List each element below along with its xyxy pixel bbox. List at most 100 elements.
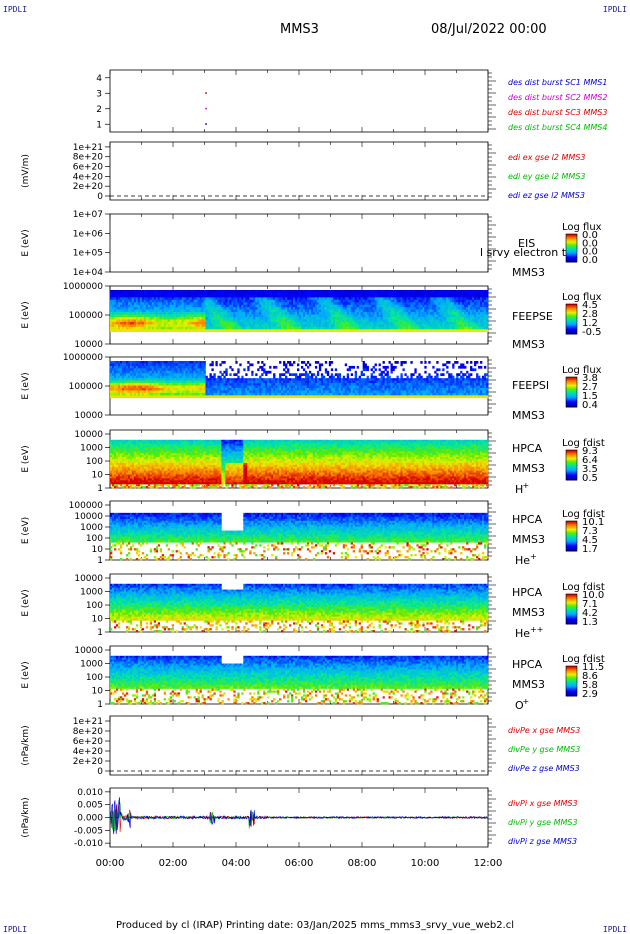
burst-panel-legend-3: des dist burst SC4 MMS4 — [508, 123, 607, 132]
hpca-h-panel-heatmap — [110, 440, 488, 489]
divpi-panel-xtick-2: 04:00 — [222, 858, 251, 869]
hpca-he2-panel-ylabel: E (eV) — [21, 589, 31, 616]
divpi-panel-xtick-3: 06:00 — [285, 858, 314, 869]
hpca-he2-panel-label-sc: MMS3 — [512, 606, 545, 619]
hpca-he1-panel-heatmap — [110, 513, 488, 560]
feepsi-panel-ylabel: E (eV) — [21, 372, 31, 399]
divpi-panel-xtick-4: 08:00 — [348, 858, 377, 869]
hpca-he2-panel-ytick-3: 10 — [92, 615, 104, 625]
hpca-he1-panel-colorbar-tick-3: 1.7 — [582, 544, 598, 555]
burst-panel-point-1 — [205, 108, 207, 110]
divpi-panel-legend-1: divPi y gse MMS3 — [508, 818, 578, 827]
feepse-panel-ytick-0: 1000000 — [63, 282, 103, 292]
divpi-panel-ytick-0: 0.010 — [77, 788, 103, 798]
hpca-h-panel-ylabel: E (eV) — [21, 445, 31, 472]
feepsi-panel-colorbar-tick-3: 0.4 — [582, 400, 598, 411]
divpi-panel-ytick-3: -0.005 — [74, 826, 103, 836]
feepse-panel-ytick-2: 10000 — [74, 340, 103, 350]
eis-panel-overlay-text: l srvy electron to — [480, 246, 573, 259]
feepsi-panel-label-sc: MMS3 — [512, 409, 545, 422]
hpca-he2-panel-heatmap — [110, 584, 488, 633]
feepse-panel-ylabel: E (eV) — [21, 301, 31, 328]
burst-panel-legend-0: des dist burst SC1 MMS1 — [508, 78, 607, 87]
divpi-panel-legend-0: divPi x gse MMS3 — [508, 799, 578, 808]
hpca-h-panel-ytick-2: 100 — [86, 457, 103, 467]
hpca-he2-panel-colorbar-tick-3: 1.3 — [582, 617, 598, 628]
eis-panel-ytick-2: 1e+05 — [73, 249, 103, 259]
hpca-o-panel-ylabel: E (eV) — [21, 661, 31, 688]
edi-panel-frame — [110, 142, 488, 200]
eis-panel-ytick-0: 1e+07 — [73, 210, 103, 220]
edi-panel-right-ticks — [110, 142, 496, 200]
divpe-panel-right-ticks — [110, 716, 496, 775]
hpca-o-panel-ytick-2: 100 — [86, 673, 103, 683]
hpca-o-panel-label-sc: MMS3 — [512, 678, 545, 691]
divpi-panel-ytick-1: 0.005 — [77, 801, 103, 811]
edi-panel-ylabel: (mV/m) — [21, 154, 31, 188]
eis-panel-ytick-3: 1e+04 — [73, 268, 104, 278]
hpca-he1-panel-ytick-2: 1000 — [80, 523, 103, 533]
hpca-o-panel-ytick-4: 1 — [97, 700, 103, 710]
hpca-o-panel-ytick-0: 10000 — [74, 646, 103, 656]
divpi-panel-xtick-1: 02:00 — [159, 858, 188, 869]
hpca-he1-panel-ytick-4: 10 — [92, 545, 104, 555]
hpca-h-panel-ytick-0: 10000 — [74, 430, 103, 440]
hpca-h-panel-label-instrument: HPCA — [512, 442, 543, 455]
burst-panel-point-2 — [205, 123, 207, 125]
eis-panel-frame — [110, 214, 488, 272]
hpca-he1-panel-ytick-3: 100 — [86, 534, 103, 544]
burst-panel-frame — [110, 70, 488, 132]
feepse-panel-label-sc: MMS3 — [512, 338, 545, 351]
feepsi-panel-ytick-0: 1000000 — [63, 353, 103, 363]
hpca-he1-panel-ytick-5: 1 — [97, 556, 103, 566]
hpca-o-panel-ytick-1: 1000 — [80, 660, 103, 670]
divpi-panel-xtick-6: 12:00 — [474, 858, 503, 869]
hpca-h-panel-colorbar-tick-3: 0.5 — [582, 473, 598, 484]
divpe-panel-ytick-1: 8e+20 — [73, 727, 104, 737]
divpi-panel-legend-2: divPi z gse MMS3 — [508, 837, 577, 846]
hpca-h-panel-label-charge: + — [523, 481, 530, 490]
divpi-panel-ytick-2: 0.000 — [77, 814, 103, 824]
edi-panel-ytick-3: 4e+20 — [73, 172, 104, 182]
divpe-panel-ytick-5: 0 — [97, 767, 103, 777]
hpca-h-panel-ytick-4: 1 — [97, 484, 103, 494]
feepsi-panel-ytick-2: 10000 — [74, 411, 103, 421]
feepsi-panel-heatmap — [110, 361, 488, 398]
edi-panel-ytick-2: 6e+20 — [73, 163, 104, 173]
burst-panel-ytick-0: 1 — [96, 120, 102, 130]
divpi-panel-xtick-5: 10:00 — [411, 858, 440, 869]
hpca-he1-panel-label-species: He — [515, 554, 530, 567]
burst-panel-ytick-3: 4 — [96, 74, 102, 84]
burst-panel-ytick-2: 3 — [96, 89, 102, 99]
edi-panel-ytick-5: 0 — [97, 192, 103, 202]
hpca-he2-panel-label-species: He — [515, 627, 530, 640]
burst-panel-legend-2: des dist burst SC3 MMS3 — [508, 108, 607, 117]
divpi-panel-series-2 — [110, 797, 487, 834]
feepse-panel-label-instrument: FEEPSE — [512, 310, 553, 323]
hpca-h-panel-label-sc: MMS3 — [512, 462, 545, 475]
divpi-panel-series-1 — [110, 803, 487, 831]
hpca-he1-panel-label-sc: MMS3 — [512, 533, 545, 546]
hpca-o-panel-colorbar-tick-3: 2.9 — [582, 689, 598, 700]
hpca-he2-panel-ytick-2: 100 — [86, 601, 103, 611]
hpca-he2-panel-ytick-0: 10000 — [74, 574, 103, 584]
divpe-panel-ytick-4: 2e+20 — [73, 757, 104, 767]
divpe-panel-legend-0: divPe x gse MMS3 — [508, 726, 580, 735]
burst-panel-right-ticks — [110, 70, 496, 132]
burst-panel-legend-1: des dist burst SC2 MMS2 — [508, 93, 607, 102]
hpca-he1-panel-label-instrument: HPCA — [512, 513, 543, 526]
divpi-panel-ylabel: (nPa/km) — [21, 797, 31, 837]
eis-panel-ylabel: E (eV) — [21, 229, 31, 256]
divpi-panel-xtick-0: 00:00 — [96, 858, 125, 869]
hpca-he2-panel-ytick-1: 1000 — [80, 588, 103, 598]
hpca-h-panel-ytick-1: 1000 — [80, 444, 103, 454]
hpca-o-panel-ytick-3: 10 — [92, 687, 104, 697]
edi-panel-ytick-0: 1e+21 — [73, 143, 103, 153]
hpca-he2-panel-label-instrument: HPCA — [512, 586, 543, 599]
hpca-he1-panel-ytick-1: 10000 — [74, 512, 103, 522]
divpe-panel-ytick-2: 6e+20 — [73, 737, 104, 747]
feepse-panel-ytick-1: 100000 — [69, 311, 104, 321]
feepse-panel-heatmap — [110, 290, 488, 332]
edi-panel-ytick-4: 2e+20 — [73, 182, 104, 192]
